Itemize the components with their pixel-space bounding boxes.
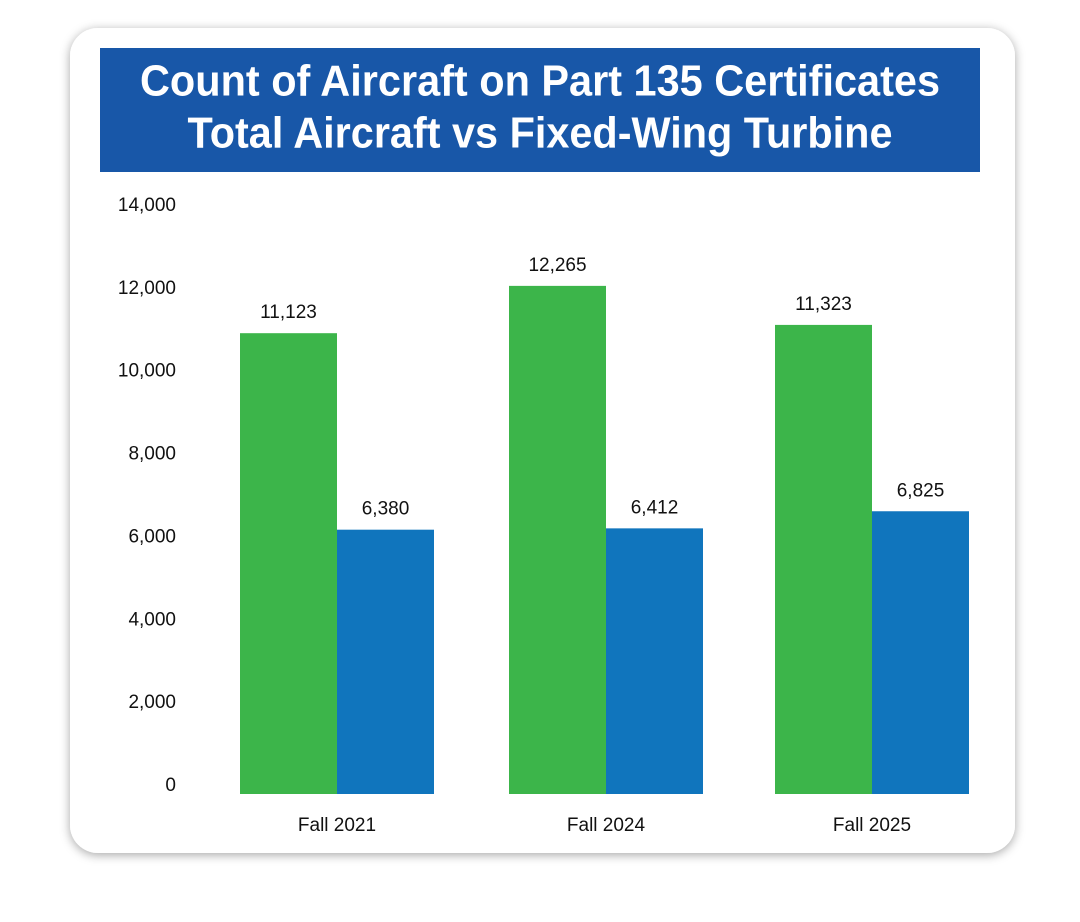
- chart-subtitle: Total Aircraft vs Fixed-Wing Turbine: [188, 109, 893, 158]
- value-label: 11,123: [260, 302, 317, 323]
- value-label: 11,323: [795, 294, 852, 315]
- y-tick-label: 12,000: [118, 278, 176, 299]
- value-label: 6,412: [631, 497, 679, 518]
- y-tick-label: 2,000: [128, 692, 176, 713]
- bar: [872, 511, 969, 794]
- y-tick-label: 0: [165, 775, 176, 796]
- y-tick-label: 10,000: [118, 361, 176, 382]
- x-tick-label: Fall 2021: [298, 815, 376, 836]
- chart-title: Count of Aircraft on Part 135 Certificat…: [140, 57, 940, 106]
- y-tick-label: 8,000: [128, 444, 176, 465]
- bar: [509, 285, 606, 794]
- x-tick-label: Fall 2024: [567, 815, 646, 836]
- bar: [606, 528, 703, 794]
- value-label: 12,265: [528, 255, 586, 276]
- y-tick-label: 14,000: [118, 195, 176, 216]
- x-tick-label: Fall 2025: [833, 815, 911, 836]
- bar: [775, 324, 872, 794]
- value-label: 6,380: [362, 499, 410, 520]
- y-tick-label: 4,000: [128, 609, 176, 630]
- bar: [337, 529, 434, 794]
- title-banner: [100, 48, 980, 172]
- value-label: 6,825: [897, 480, 945, 501]
- y-tick-label: 6,000: [128, 526, 176, 547]
- bar: [240, 333, 337, 794]
